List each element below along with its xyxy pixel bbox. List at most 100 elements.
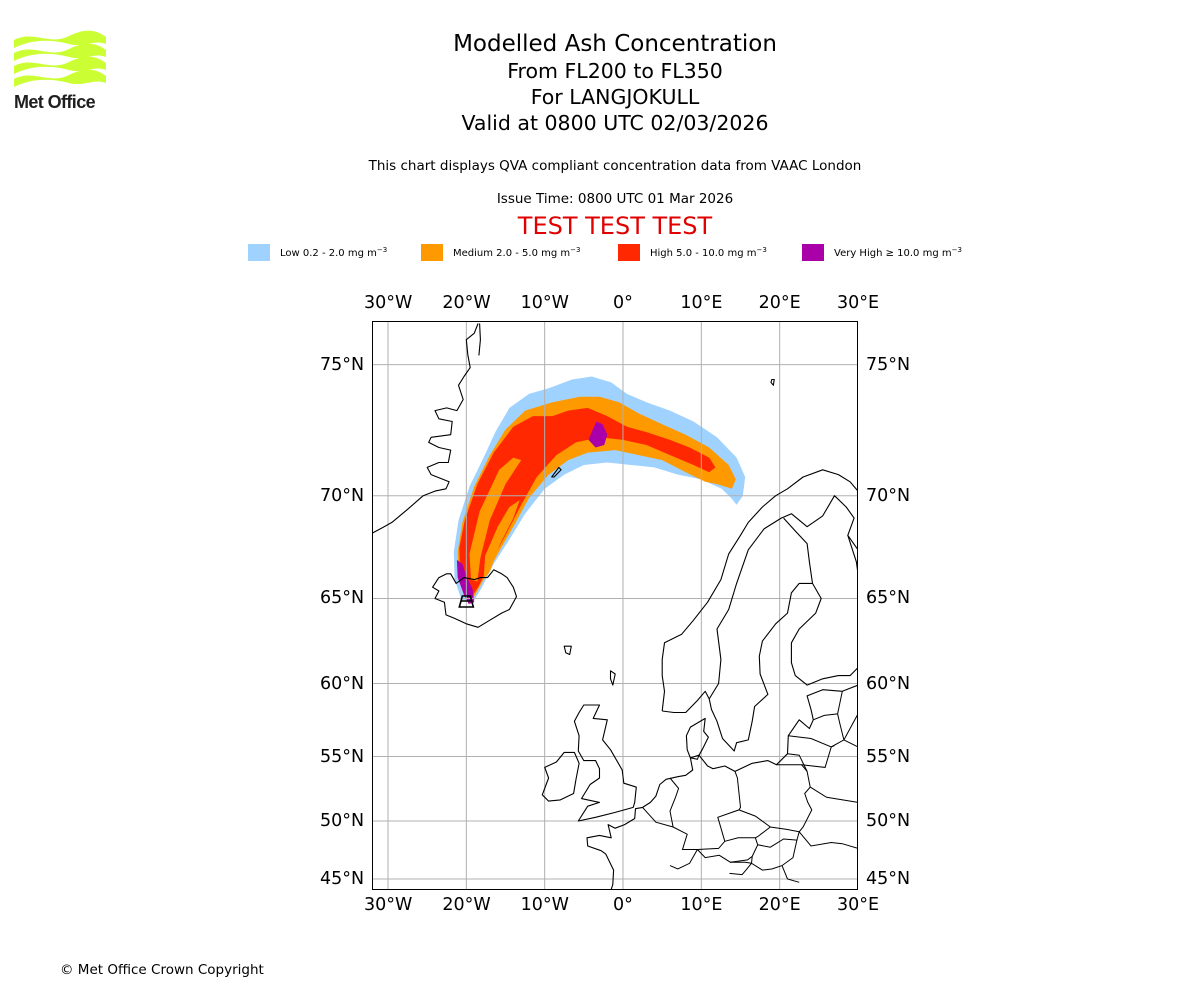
coastline-norway-sweden-border xyxy=(708,495,858,700)
country-border xyxy=(730,861,752,864)
coastline-shetland xyxy=(609,670,616,686)
coastline-norway-south xyxy=(662,690,710,714)
lat-tick-label-right: 70°N xyxy=(866,485,911,506)
lat-tick-label-left: 50°N xyxy=(320,810,365,831)
lon-tick-label-bottom: 30°W xyxy=(364,895,413,915)
ash-area-high xyxy=(459,407,716,597)
volcano-marker xyxy=(458,595,475,608)
coastline-iceland xyxy=(432,569,518,628)
legend-label-very-high: Very High ≥ 10.0 mg m−3 xyxy=(834,246,962,259)
lon-tick-label-top: 10°E xyxy=(680,293,723,313)
chart-description: This chart displays QVA compliant concen… xyxy=(368,158,862,174)
coastline-greenland-fjord xyxy=(478,323,481,356)
copyright: © Met Office Crown Copyright xyxy=(60,962,264,978)
lat-tick-label-left: 70°N xyxy=(320,485,365,506)
country-border xyxy=(776,764,813,833)
country-border xyxy=(738,809,772,839)
country-border xyxy=(798,831,858,849)
ash-area-very-high xyxy=(456,559,475,604)
lon-tick-label-top: 30°W xyxy=(364,293,413,313)
coastline-jan-mayen xyxy=(551,466,562,478)
map-frame xyxy=(372,321,858,890)
country-border xyxy=(801,691,845,768)
flight-levels: From FL200 to FL350 xyxy=(507,59,723,83)
lat-tick-label-left: 65°N xyxy=(320,588,365,609)
coastline-faroe xyxy=(563,645,572,656)
lat-tick-label-left: 45°N xyxy=(320,869,365,889)
lon-tick-label-bottom: 30°E xyxy=(836,895,880,915)
legend-swatch-low xyxy=(248,244,270,261)
lat-tick-label-left: 55°N xyxy=(320,746,365,767)
ash-area-medium xyxy=(483,500,520,580)
country-border xyxy=(788,735,835,748)
ash-area-medium xyxy=(469,457,522,582)
lon-tick-label-top: 20°E xyxy=(758,293,801,313)
coastline-baltic-south xyxy=(698,684,858,772)
lat-tick-label-left: 60°N xyxy=(320,673,365,694)
logo-wave xyxy=(14,30,106,48)
country-border xyxy=(809,786,858,803)
lon-tick-label-bottom: 10°E xyxy=(680,895,723,915)
lon-tick-label-bottom: 20°W xyxy=(442,895,491,915)
country-border xyxy=(787,753,808,772)
test-banner: TEST TEST TEST xyxy=(517,212,713,240)
volcano-icon xyxy=(458,595,475,608)
lon-tick-label-top: 10°W xyxy=(520,293,569,313)
legend-item-high: High 5.0 - 10.0 mg m−3 xyxy=(618,244,767,261)
coastline-ireland xyxy=(541,751,580,802)
logo-wave xyxy=(14,43,106,61)
legend-swatch-high xyxy=(618,244,640,261)
country-border xyxy=(669,771,742,850)
country-border xyxy=(729,862,752,876)
lon-tick-label-top: 20°W xyxy=(442,293,491,313)
lat-tick-label-right: 65°N xyxy=(866,588,911,609)
volcano-name: For LANGJOKULL xyxy=(530,85,700,109)
coastline-denmark xyxy=(685,717,709,759)
legend-item-medium: Medium 2.0 - 5.0 mg m−3 xyxy=(421,244,580,261)
coastline-bear-island xyxy=(770,378,775,386)
country-border xyxy=(669,849,698,870)
lon-tick-label-top: 30°E xyxy=(836,293,880,313)
country-border xyxy=(781,865,800,883)
lat-tick-label-right: 50°N xyxy=(866,810,911,831)
logo-text: Met Office xyxy=(14,92,96,112)
coastline-continent xyxy=(586,757,694,890)
lat-tick-label-right: 45°N xyxy=(866,869,911,889)
country-border xyxy=(843,713,858,748)
legend-item-low: Low 0.2 - 2.0 mg m−3 xyxy=(248,244,387,261)
coastline-sweden-finland-border xyxy=(783,517,814,584)
country-border xyxy=(757,826,800,848)
valid-time: Valid at 0800 UTC 02/03/2026 xyxy=(461,111,769,135)
ash-area-very-high xyxy=(588,421,608,448)
issue-time: Issue Time: 0800 UTC 01 Mar 2026 xyxy=(496,191,734,207)
logo-wave xyxy=(14,56,106,74)
coastline-norway-sweden-finland xyxy=(661,469,858,712)
met-office-waves-icon xyxy=(14,30,106,87)
lon-tick-label-top: 0° xyxy=(612,293,633,313)
country-border xyxy=(697,837,759,863)
coastlines xyxy=(372,323,858,890)
legend-label-high: High 5.0 - 10.0 mg m−3 xyxy=(650,246,767,259)
lat-tick-label-right: 60°N xyxy=(866,673,911,694)
country-border xyxy=(813,713,838,721)
chart-title: Modelled Ash Concentration xyxy=(453,31,777,57)
coastline-greenland xyxy=(372,323,479,534)
coastline-finland-russia-border xyxy=(847,535,858,574)
country-border xyxy=(642,807,674,828)
coastline-sweden-east xyxy=(708,582,858,752)
legend-swatch-very-high xyxy=(802,244,824,261)
met-office-logo: Met Office xyxy=(14,30,108,112)
legend-item-very-high: Very High ≥ 10.0 mg m−3 xyxy=(802,244,962,261)
chart-titles: Modelled Ash Concentration From FL200 to… xyxy=(0,30,1200,136)
logo-wave xyxy=(14,69,106,87)
lat-tick-label-right: 55°N xyxy=(866,746,911,767)
legend-label-low: Low 0.2 - 2.0 mg m−3 xyxy=(280,246,388,259)
lon-tick-label-bottom: 10°W xyxy=(520,895,569,915)
legend-swatch-medium xyxy=(421,244,443,261)
coastline-great-britain xyxy=(573,704,637,822)
country-border xyxy=(690,755,700,760)
lat-tick-label-right: 75°N xyxy=(866,354,911,375)
lat-tick-label-left: 75°N xyxy=(320,354,365,375)
legend-label-medium: Medium 2.0 - 5.0 mg m−3 xyxy=(453,246,581,259)
